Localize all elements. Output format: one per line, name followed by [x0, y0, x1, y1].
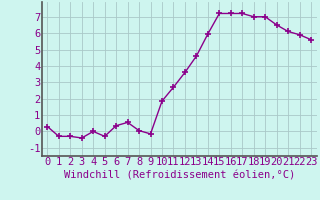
- X-axis label: Windchill (Refroidissement éolien,°C): Windchill (Refroidissement éolien,°C): [64, 170, 295, 180]
